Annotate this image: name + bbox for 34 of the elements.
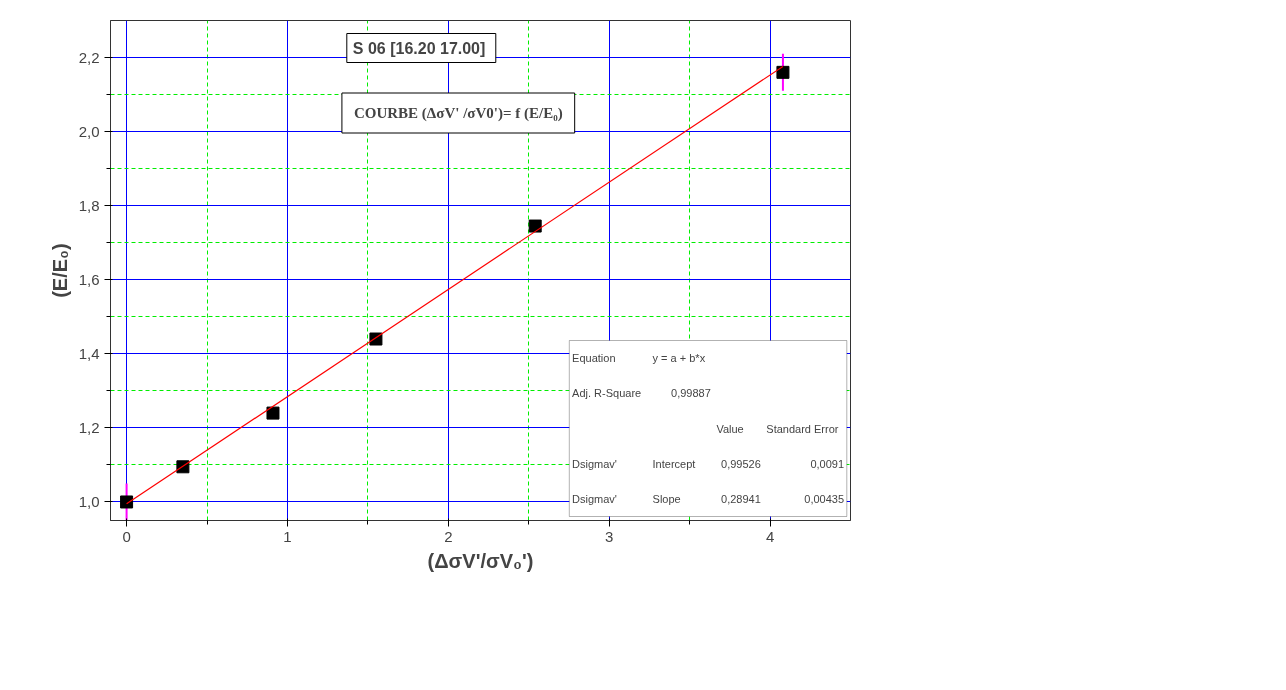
x-tick-label: 3 (605, 527, 614, 545)
annotation: Value (716, 422, 744, 435)
annotation: 0,00435 (804, 492, 845, 505)
annotation: 0,99887 (671, 387, 711, 400)
point (266, 406, 280, 420)
x-axis-title: (ΔσV'/σV₀') (427, 549, 534, 572)
y-tick-label: 1,6 (78, 270, 100, 288)
y-tick-label: 2,2 (78, 48, 100, 66)
text: COURBE (ΔσV' /σV0')= f (E/E₀) (353, 105, 563, 122)
annotation: Equation (572, 352, 616, 365)
x-tick-label: 0 (122, 527, 131, 545)
annotation: Dsigmav' (572, 457, 617, 470)
point (776, 65, 790, 79)
y-tick-label: 1,0 (78, 492, 100, 510)
annotation: Dsigmav' (572, 492, 617, 505)
annotation: Intercept (652, 457, 696, 470)
point (120, 495, 134, 509)
y-tick-label: 1,4 (78, 344, 100, 362)
annotation: Adj. R-Square (572, 387, 642, 400)
x-tick-label: 2 (444, 527, 453, 545)
text: S 06 [16.20 17.00] (352, 39, 486, 57)
y-tick-label: 1,2 (78, 418, 100, 436)
annotation: 0,28941 (721, 492, 761, 505)
annotation: Slope (652, 492, 681, 505)
annotation: y = a + b*x (652, 352, 706, 365)
y-tick-label: 2,0 (78, 122, 100, 140)
annotation: Standard Error (766, 422, 839, 435)
y-axis-title: (E/E₀) (48, 243, 71, 298)
annotation: 0,99526 (721, 457, 761, 470)
point (528, 219, 542, 233)
y-tick-label: 1,8 (78, 196, 100, 214)
x-tick-label: 1 (283, 527, 292, 545)
x-tick-label: 4 (765, 527, 775, 545)
annotation: 0,0091 (810, 457, 845, 470)
